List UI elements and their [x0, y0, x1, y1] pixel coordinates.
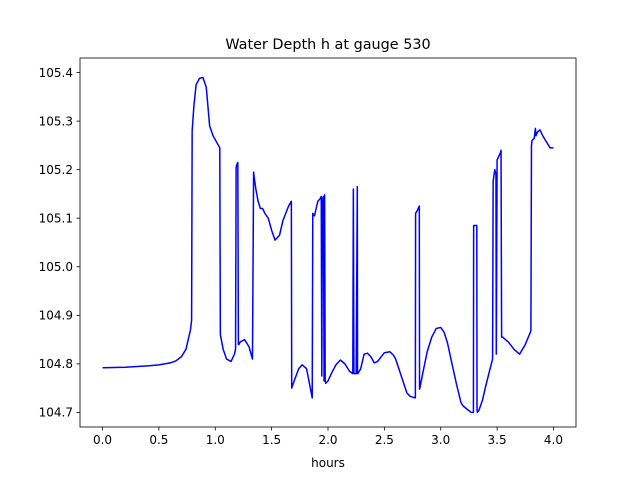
y-tick-label: 105.4 — [39, 66, 73, 80]
x-tick-label: 0.0 — [93, 433, 112, 447]
x-tick-label: 1.5 — [262, 433, 281, 447]
x-tick-label: 3.5 — [488, 433, 507, 447]
x-axis-label: hours — [311, 456, 345, 470]
y-tick-label: 105.3 — [39, 114, 73, 128]
y-tick-label: 105.1 — [39, 212, 73, 226]
x-tick-label: 1.0 — [206, 433, 225, 447]
y-tick-label: 104.8 — [39, 357, 73, 371]
chart-title: Water Depth h at gauge 530 — [225, 37, 430, 53]
y-tick-label: 105.2 — [39, 163, 73, 177]
x-tick-label: 0.5 — [149, 433, 168, 447]
y-tick-label: 104.9 — [39, 309, 73, 323]
x-tick-label: 2.5 — [375, 433, 394, 447]
x-tick-label: 4.0 — [544, 433, 563, 447]
x-tick-label: 2.0 — [318, 433, 337, 447]
series-line-0 — [102, 76, 554, 414]
y-tick-label: 105.0 — [39, 260, 73, 274]
x-tick-label: 3.0 — [431, 433, 450, 447]
y-tick-label: 104.7 — [39, 406, 73, 420]
plot-area: 0.0 0.5 1.0 1.5 2.0 2.5 3.0 3.5 4.0 104.7 104.8 104… — [39, 57, 577, 447]
